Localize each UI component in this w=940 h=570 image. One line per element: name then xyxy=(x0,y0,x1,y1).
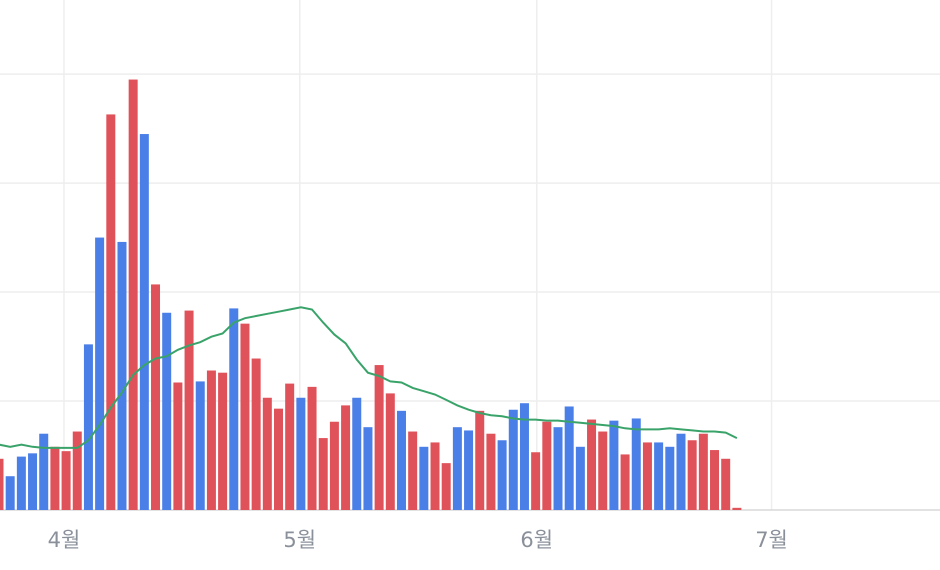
bar xyxy=(497,440,507,510)
bar xyxy=(553,427,563,510)
bar xyxy=(408,431,418,510)
bar xyxy=(50,446,60,510)
x-tick-label: 5월 xyxy=(283,528,316,552)
bar xyxy=(16,456,26,510)
bar xyxy=(218,372,228,510)
bar xyxy=(363,427,373,510)
bar xyxy=(318,438,328,510)
x-tick-label: 7월 xyxy=(755,528,788,552)
bar xyxy=(206,370,216,510)
bar xyxy=(486,433,496,510)
bar xyxy=(385,393,395,510)
bar xyxy=(151,284,161,510)
bar xyxy=(687,440,697,510)
moving-average-line xyxy=(0,306,738,449)
bar xyxy=(229,308,239,510)
bar xyxy=(195,381,205,510)
bar xyxy=(173,382,183,510)
bar xyxy=(519,403,529,510)
bar xyxy=(61,451,71,510)
bar xyxy=(665,446,675,510)
bar xyxy=(162,312,172,510)
bar xyxy=(341,405,351,510)
bar xyxy=(39,433,49,510)
bar xyxy=(106,114,116,510)
bar xyxy=(721,458,731,510)
bar xyxy=(575,446,585,510)
bar xyxy=(83,344,93,510)
bar xyxy=(564,406,574,510)
bar xyxy=(128,79,138,511)
bar xyxy=(475,410,485,510)
bar xyxy=(396,410,406,510)
bar xyxy=(184,310,194,510)
bar xyxy=(0,458,4,510)
bar xyxy=(419,446,429,510)
bar xyxy=(598,431,608,510)
x-tick-label: 4월 xyxy=(48,528,81,552)
bar xyxy=(262,397,272,510)
bar xyxy=(374,365,384,510)
bar xyxy=(285,383,295,510)
bar xyxy=(531,452,541,510)
bar xyxy=(240,323,250,510)
bar xyxy=(307,386,317,510)
bar xyxy=(139,134,149,511)
bar xyxy=(95,237,105,511)
bar xyxy=(631,418,641,510)
bar xyxy=(609,420,619,510)
bar xyxy=(5,476,15,510)
bar xyxy=(72,431,82,510)
bar xyxy=(620,454,630,510)
bar xyxy=(296,397,306,510)
bar xyxy=(508,409,518,510)
bar xyxy=(441,463,451,510)
bar xyxy=(251,358,261,510)
bar xyxy=(329,421,339,510)
bar xyxy=(698,433,708,510)
bar xyxy=(732,507,742,510)
bar xyxy=(464,430,474,510)
x-tick-label: 6월 xyxy=(520,528,553,552)
bar xyxy=(274,408,283,510)
bar xyxy=(452,427,462,510)
bar xyxy=(654,442,664,510)
bar xyxy=(28,453,38,510)
bar xyxy=(710,450,720,510)
bar xyxy=(430,442,440,510)
bar xyxy=(642,442,652,510)
bar xyxy=(117,241,127,510)
bar xyxy=(542,421,552,510)
bar xyxy=(676,433,686,510)
bar xyxy=(587,419,597,510)
bar xyxy=(352,397,362,510)
